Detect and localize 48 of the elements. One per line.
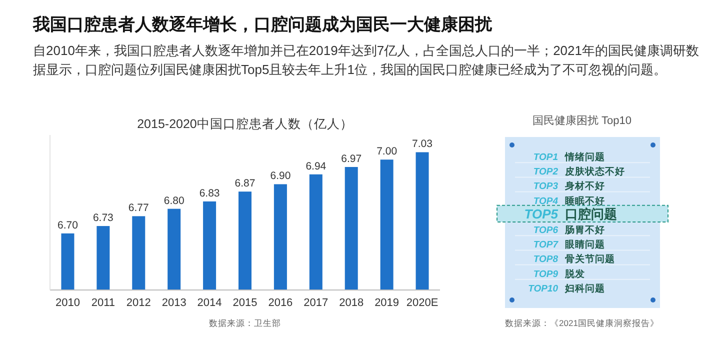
data-label: 6.94 (306, 160, 326, 172)
chart-title: 2015-2020中国口腔患者人数（亿人） (137, 117, 353, 131)
category-label: TOP1 (533, 152, 558, 163)
data-label: 6.77 (128, 202, 150, 214)
data-label: 7.03 (412, 138, 433, 150)
x-tick-label: 2018 (339, 297, 364, 309)
category-label: 身材不好 (565, 181, 605, 192)
category-label: 妇科问题 (565, 283, 605, 294)
category-label: TOP4 (533, 196, 559, 207)
data-label: 6.90 (270, 170, 291, 182)
x-tick-label: 2019 (374, 297, 400, 309)
x-tick-label: 2011 (91, 297, 116, 309)
data-label: 7.00 (376, 146, 398, 158)
x-tick-label: 2013 (162, 297, 186, 309)
text: 自2010年来，我国口腔患者人数逐年增加并已在2019年达到7亿人，占全国总人口的一半；2021年的国民健康调研数据显示，口腔问题位列国民健康困扰Top5且较去年上升1位，我国的国民口腔健康已经成为了不可忽视的问题。 (33, 43, 699, 77)
data-label: 6.80 (164, 194, 184, 207)
category-label: TOP9 (533, 268, 559, 280)
data-label: 6.73 (92, 212, 114, 224)
x-tick-label: 2014 (197, 297, 222, 309)
category-label: 皮肤状态不好 (565, 166, 625, 178)
x-tick-label: 2020E (406, 297, 438, 309)
category-label: TOP6 (533, 225, 559, 236)
source-note: 数据来源：《2021国民健康洞察报告》 (505, 318, 659, 328)
category-label: TOP10 (528, 283, 559, 294)
category-label: 脱发 (565, 268, 585, 280)
category-label: TOP8 (533, 254, 559, 266)
category-label: 眼睛问题 (565, 240, 605, 251)
category-label: TOP3 (533, 181, 559, 192)
category-label: 情绪问题 (565, 152, 605, 163)
category-label: 肠胃不好 (565, 225, 605, 236)
data-label: 6.97 (341, 152, 362, 165)
data-label: 6.83 (199, 187, 220, 200)
data-label: 6.87 (234, 178, 256, 190)
category-label: TOP7 (533, 240, 559, 251)
x-tick-label: 2010 (55, 297, 80, 309)
category-label: 睡眠不好 (565, 196, 605, 207)
x-tick-label: 2015 (232, 297, 258, 309)
category-label: 骨关节问题 (565, 254, 615, 266)
source-note: 数据来源：卫生部 (209, 318, 281, 328)
category-label: 口腔问题 (565, 206, 617, 222)
x-tick-label: 2016 (268, 297, 293, 309)
category-label: TOP5 (524, 206, 559, 222)
text: 我国口腔患者人数逐年增长，口腔问题成为国民一大健康困扰 (32, 15, 493, 34)
x-tick-label: 2017 (304, 297, 328, 309)
x-tick-label: 2012 (126, 297, 151, 309)
text: 国民健康困扰 Top10 (532, 114, 632, 127)
category-label: TOP2 (533, 166, 559, 178)
data-label: 6.70 (58, 219, 78, 232)
